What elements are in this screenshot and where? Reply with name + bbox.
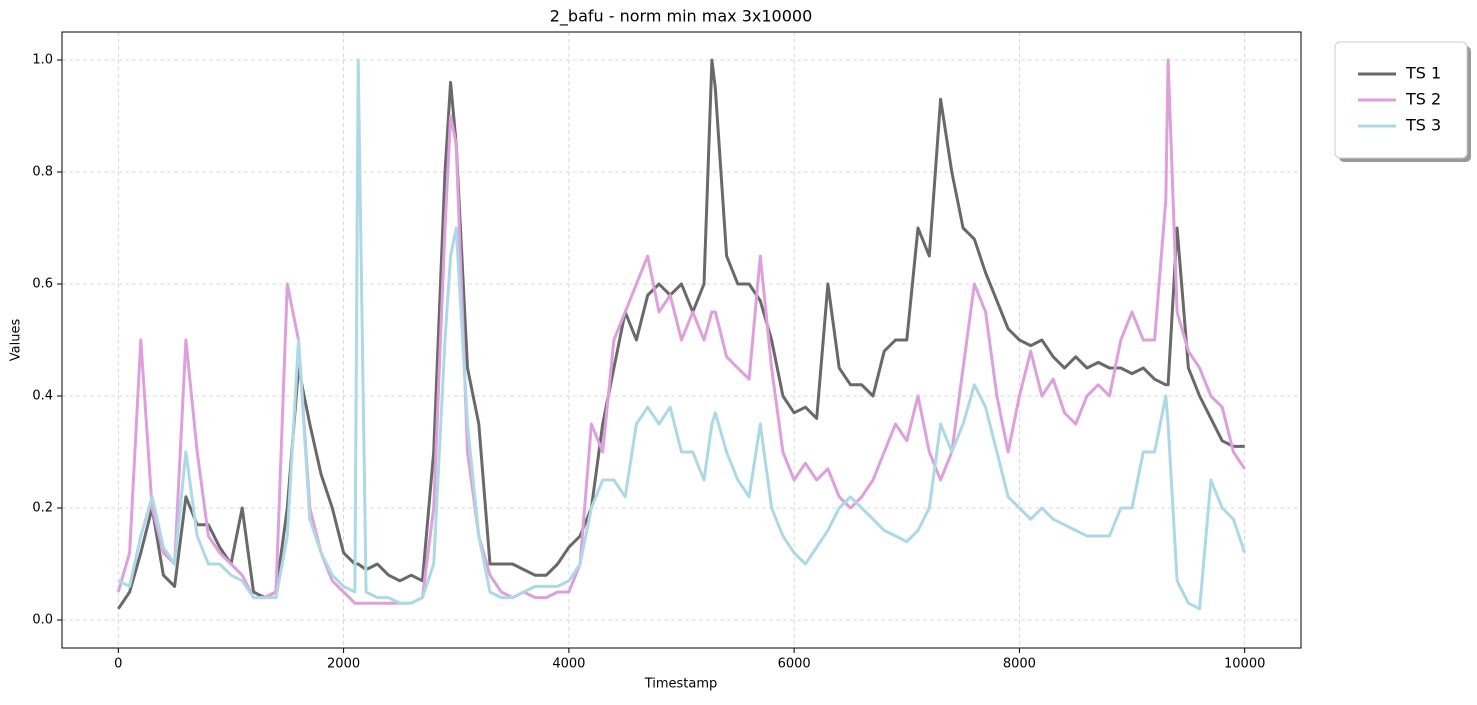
x-tick-label: 0: [114, 657, 122, 672]
x-tick-label: 8000: [1003, 657, 1036, 672]
series-line: [117, 58, 1247, 611]
axes-frame: [61, 31, 1302, 649]
y-tick-label: 0.6: [32, 277, 53, 292]
x-tick-label: 2000: [327, 657, 360, 672]
legend-label: TS 3: [1405, 116, 1441, 135]
series-line: [117, 58, 1245, 610]
series-line: [116, 58, 1246, 605]
chart-title: 2_bafu - norm min max 3x10000: [550, 7, 813, 27]
y-tick-label: 1.0: [32, 53, 53, 68]
legend-label: TS 1: [1405, 64, 1441, 83]
y-tick-label: 0.0: [32, 613, 53, 628]
y-tick-label: 0.2: [32, 501, 53, 516]
x-tick-label: 6000: [778, 657, 811, 672]
legend-label: TS 2: [1405, 90, 1441, 109]
legend-box: [1334, 41, 1468, 159]
y-tick-label: 0.4: [32, 389, 53, 404]
legend: TS 1 TS 2 TS 3: [1334, 41, 1471, 162]
x-tick-label: 4000: [552, 657, 585, 672]
x-tick-label: 10000: [1224, 657, 1265, 672]
y-axis-label: Values: [9, 319, 24, 362]
y-tick-label: 0.8: [32, 165, 53, 180]
x-axis-label: Timestamp: [644, 677, 718, 692]
